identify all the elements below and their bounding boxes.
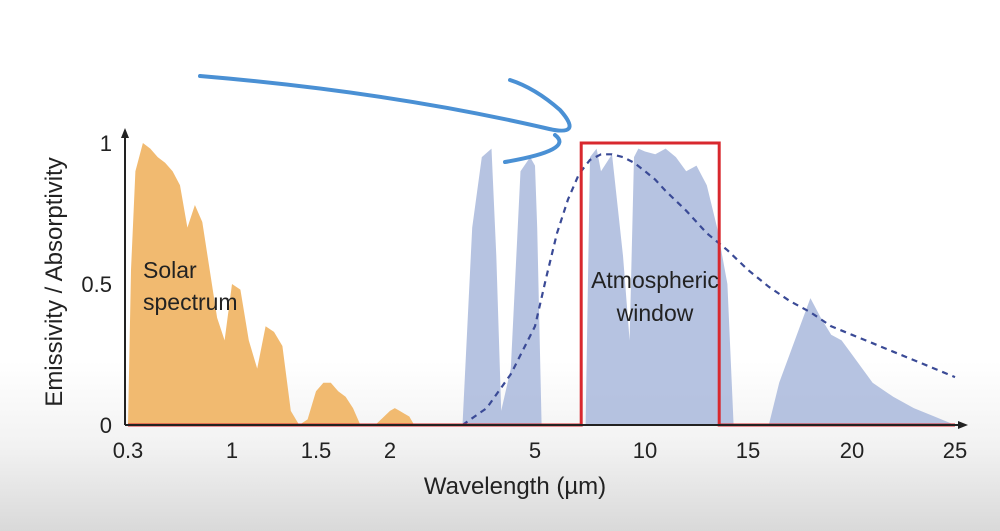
- curved-arrow-tail-icon: [503, 133, 562, 164]
- x-tick-label: 10: [633, 438, 657, 463]
- annotation-spectrum: spectrum: [143, 289, 238, 315]
- y-tick-labels: 00.51: [81, 131, 112, 438]
- atmospheric-transmittance-area: [462, 148, 955, 425]
- x-tick-label: 25: [943, 438, 967, 463]
- solar-spectrum-area: [128, 143, 415, 425]
- x-tick-label: 1: [226, 438, 238, 463]
- x-tick-labels: 0.3 1 1.5 2 5 10 15 20 25: [113, 438, 968, 463]
- y-axis-title: Emissivity / Absorptivity: [41, 157, 68, 406]
- x-tick-label: 15: [736, 438, 760, 463]
- x-tick-label: 20: [840, 438, 864, 463]
- annotation-atmospheric: Atmospheric: [591, 267, 719, 293]
- annotation-window: window: [616, 300, 694, 326]
- annotation-solar: Solar: [143, 257, 197, 283]
- x-tick-label: 1.5: [301, 438, 332, 463]
- blackbody-emission-line: [461, 153, 956, 426]
- curved-arrow-icon: [198, 74, 572, 133]
- y-tick-label: 0: [100, 413, 112, 438]
- x-axis-arrow-icon: [958, 421, 968, 429]
- x-tick-label: 0.3: [113, 438, 144, 463]
- x-axis-title: Wavelength (µm): [424, 473, 606, 500]
- x-tick-label: 5: [529, 438, 541, 463]
- x-tick-label: 2: [384, 438, 396, 463]
- area-layer: [128, 143, 955, 425]
- y-axis-arrow-icon: [121, 128, 129, 138]
- y-tick-label: 0.5: [81, 272, 112, 297]
- y-tick-label: 1: [100, 131, 112, 156]
